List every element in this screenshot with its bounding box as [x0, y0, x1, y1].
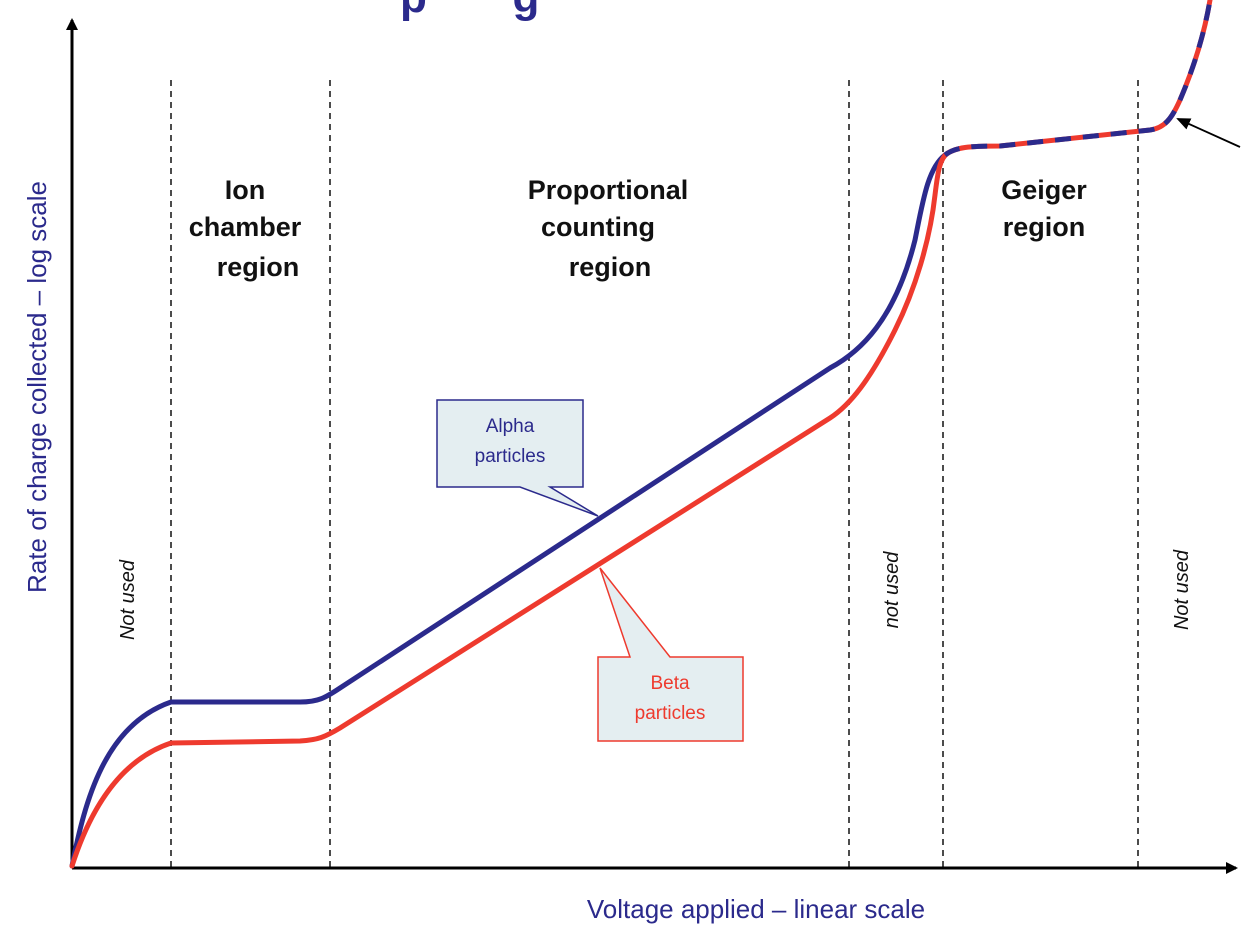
- alpha-callout-line: Alpha: [486, 416, 535, 437]
- region-label-line: counting: [541, 212, 655, 242]
- alpha-callout-box: [436, 399, 599, 517]
- beta-callout-line: particles: [635, 703, 706, 724]
- beta-callout: Beta particles: [597, 567, 744, 742]
- region-label-line: region: [569, 252, 652, 282]
- beta-callout-line: Beta: [650, 673, 690, 694]
- region-label-line: region: [1003, 212, 1086, 242]
- not-used-label-2: not used: [881, 551, 903, 629]
- beta-curve: [69, 150, 951, 869]
- title-fragment: p g: [400, 0, 539, 22]
- region-label-line: region: [217, 252, 300, 282]
- region-label-line: Geiger: [1001, 175, 1087, 205]
- region-label-ion-chamber: Ion chamber region: [189, 175, 302, 282]
- x-axis-label: Voltage applied – linear scale: [587, 894, 925, 924]
- region-label-line: chamber: [189, 212, 302, 242]
- alpha-callout: Alpha particles: [436, 399, 599, 517]
- not-used-label-3: Not used: [1171, 549, 1193, 630]
- y-axis-label: Rate of charge collected – log scale: [22, 181, 52, 593]
- alpha-curve: [69, 152, 948, 869]
- geiger-shared-curve: [942, 0, 1213, 158]
- alpha-callout-line: particles: [475, 446, 546, 467]
- region-label-proportional: Proportional counting region: [528, 175, 689, 282]
- region-label-line: Proportional: [528, 175, 689, 205]
- region-label-geiger: Geiger region: [1001, 175, 1087, 242]
- region-label-line: Ion: [225, 175, 266, 205]
- not-used-label-1: Not used: [117, 559, 139, 640]
- discharge-pointer-arrow: [1176, 118, 1241, 148]
- beta-callout-box: [597, 567, 744, 742]
- geiger-shared-curve-dashes: [943, 0, 1213, 158]
